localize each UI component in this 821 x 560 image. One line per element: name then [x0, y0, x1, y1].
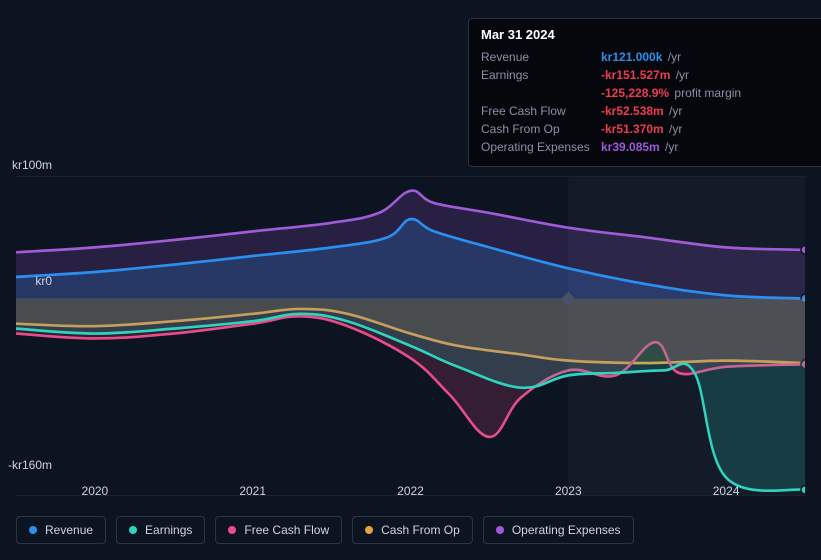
- legend-dot-icon: [228, 526, 236, 534]
- legend-label: Cash From Op: [381, 523, 460, 537]
- legend-item[interactable]: Revenue: [16, 516, 106, 544]
- tooltip-row-value: kr121.000k /yr: [601, 50, 811, 64]
- tooltip-row: Operating Expenseskr39.085m /yr: [481, 138, 811, 156]
- tooltip-row-value: -kr51.370m /yr: [601, 122, 811, 136]
- x-tick-label: 2023: [555, 484, 582, 498]
- x-tick-label: 2024: [713, 484, 740, 498]
- tooltip-row: Earnings-kr151.527m /yr: [481, 66, 811, 84]
- y-tick-label: -kr160m: [0, 458, 52, 472]
- financials-chart: [16, 176, 805, 496]
- tooltip-row-label: Free Cash Flow: [481, 104, 601, 118]
- legend-label: Earnings: [145, 523, 192, 537]
- tooltip-row-value: -kr151.527m /yr: [601, 68, 811, 82]
- x-axis: 2020 2021 2022 2023 2024: [16, 484, 805, 500]
- tooltip-row-value: -kr52.538m /yr: [601, 104, 811, 118]
- tooltip-date: Mar 31 2024: [481, 27, 811, 42]
- legend-dot-icon: [29, 526, 37, 534]
- legend-label: Free Cash Flow: [244, 523, 329, 537]
- tooltip-row: Free Cash Flow-kr52.538m /yr: [481, 102, 811, 120]
- legend-item[interactable]: Free Cash Flow: [215, 516, 342, 544]
- tooltip-row: Cash From Op-kr51.370m /yr: [481, 120, 811, 138]
- y-tick-label: kr0: [0, 274, 52, 288]
- tooltip-row: Revenuekr121.000k /yr: [481, 48, 811, 66]
- legend-label: Revenue: [45, 523, 93, 537]
- legend-dot-icon: [129, 526, 137, 534]
- chart-legend: Revenue Earnings Free Cash Flow Cash From O…: [16, 516, 634, 544]
- legend-dot-icon: [365, 526, 373, 534]
- tooltip-row-label: Earnings: [481, 68, 601, 82]
- tooltip-row-label: Operating Expenses: [481, 140, 601, 154]
- tooltip-row-value: kr39.085m /yr: [601, 140, 811, 154]
- legend-item[interactable]: Operating Expenses: [483, 516, 634, 544]
- tooltip-row-label: Cash From Op: [481, 122, 601, 136]
- x-tick-label: 2022: [397, 484, 424, 498]
- legend-item[interactable]: Earnings: [116, 516, 205, 544]
- x-tick-label: 2021: [239, 484, 266, 498]
- tooltip-row-label: Revenue: [481, 50, 601, 64]
- legend-dot-icon: [496, 526, 504, 534]
- legend-item[interactable]: Cash From Op: [352, 516, 473, 544]
- chart-tooltip: Mar 31 2024 Revenuekr121.000k /yrEarning…: [468, 18, 821, 167]
- tooltip-row: -125,228.9% profit margin: [481, 84, 811, 102]
- x-tick-label: 2020: [82, 484, 109, 498]
- y-tick-label: kr100m: [0, 158, 52, 172]
- tooltip-row-value: -125,228.9% profit margin: [601, 86, 811, 100]
- legend-label: Operating Expenses: [512, 523, 621, 537]
